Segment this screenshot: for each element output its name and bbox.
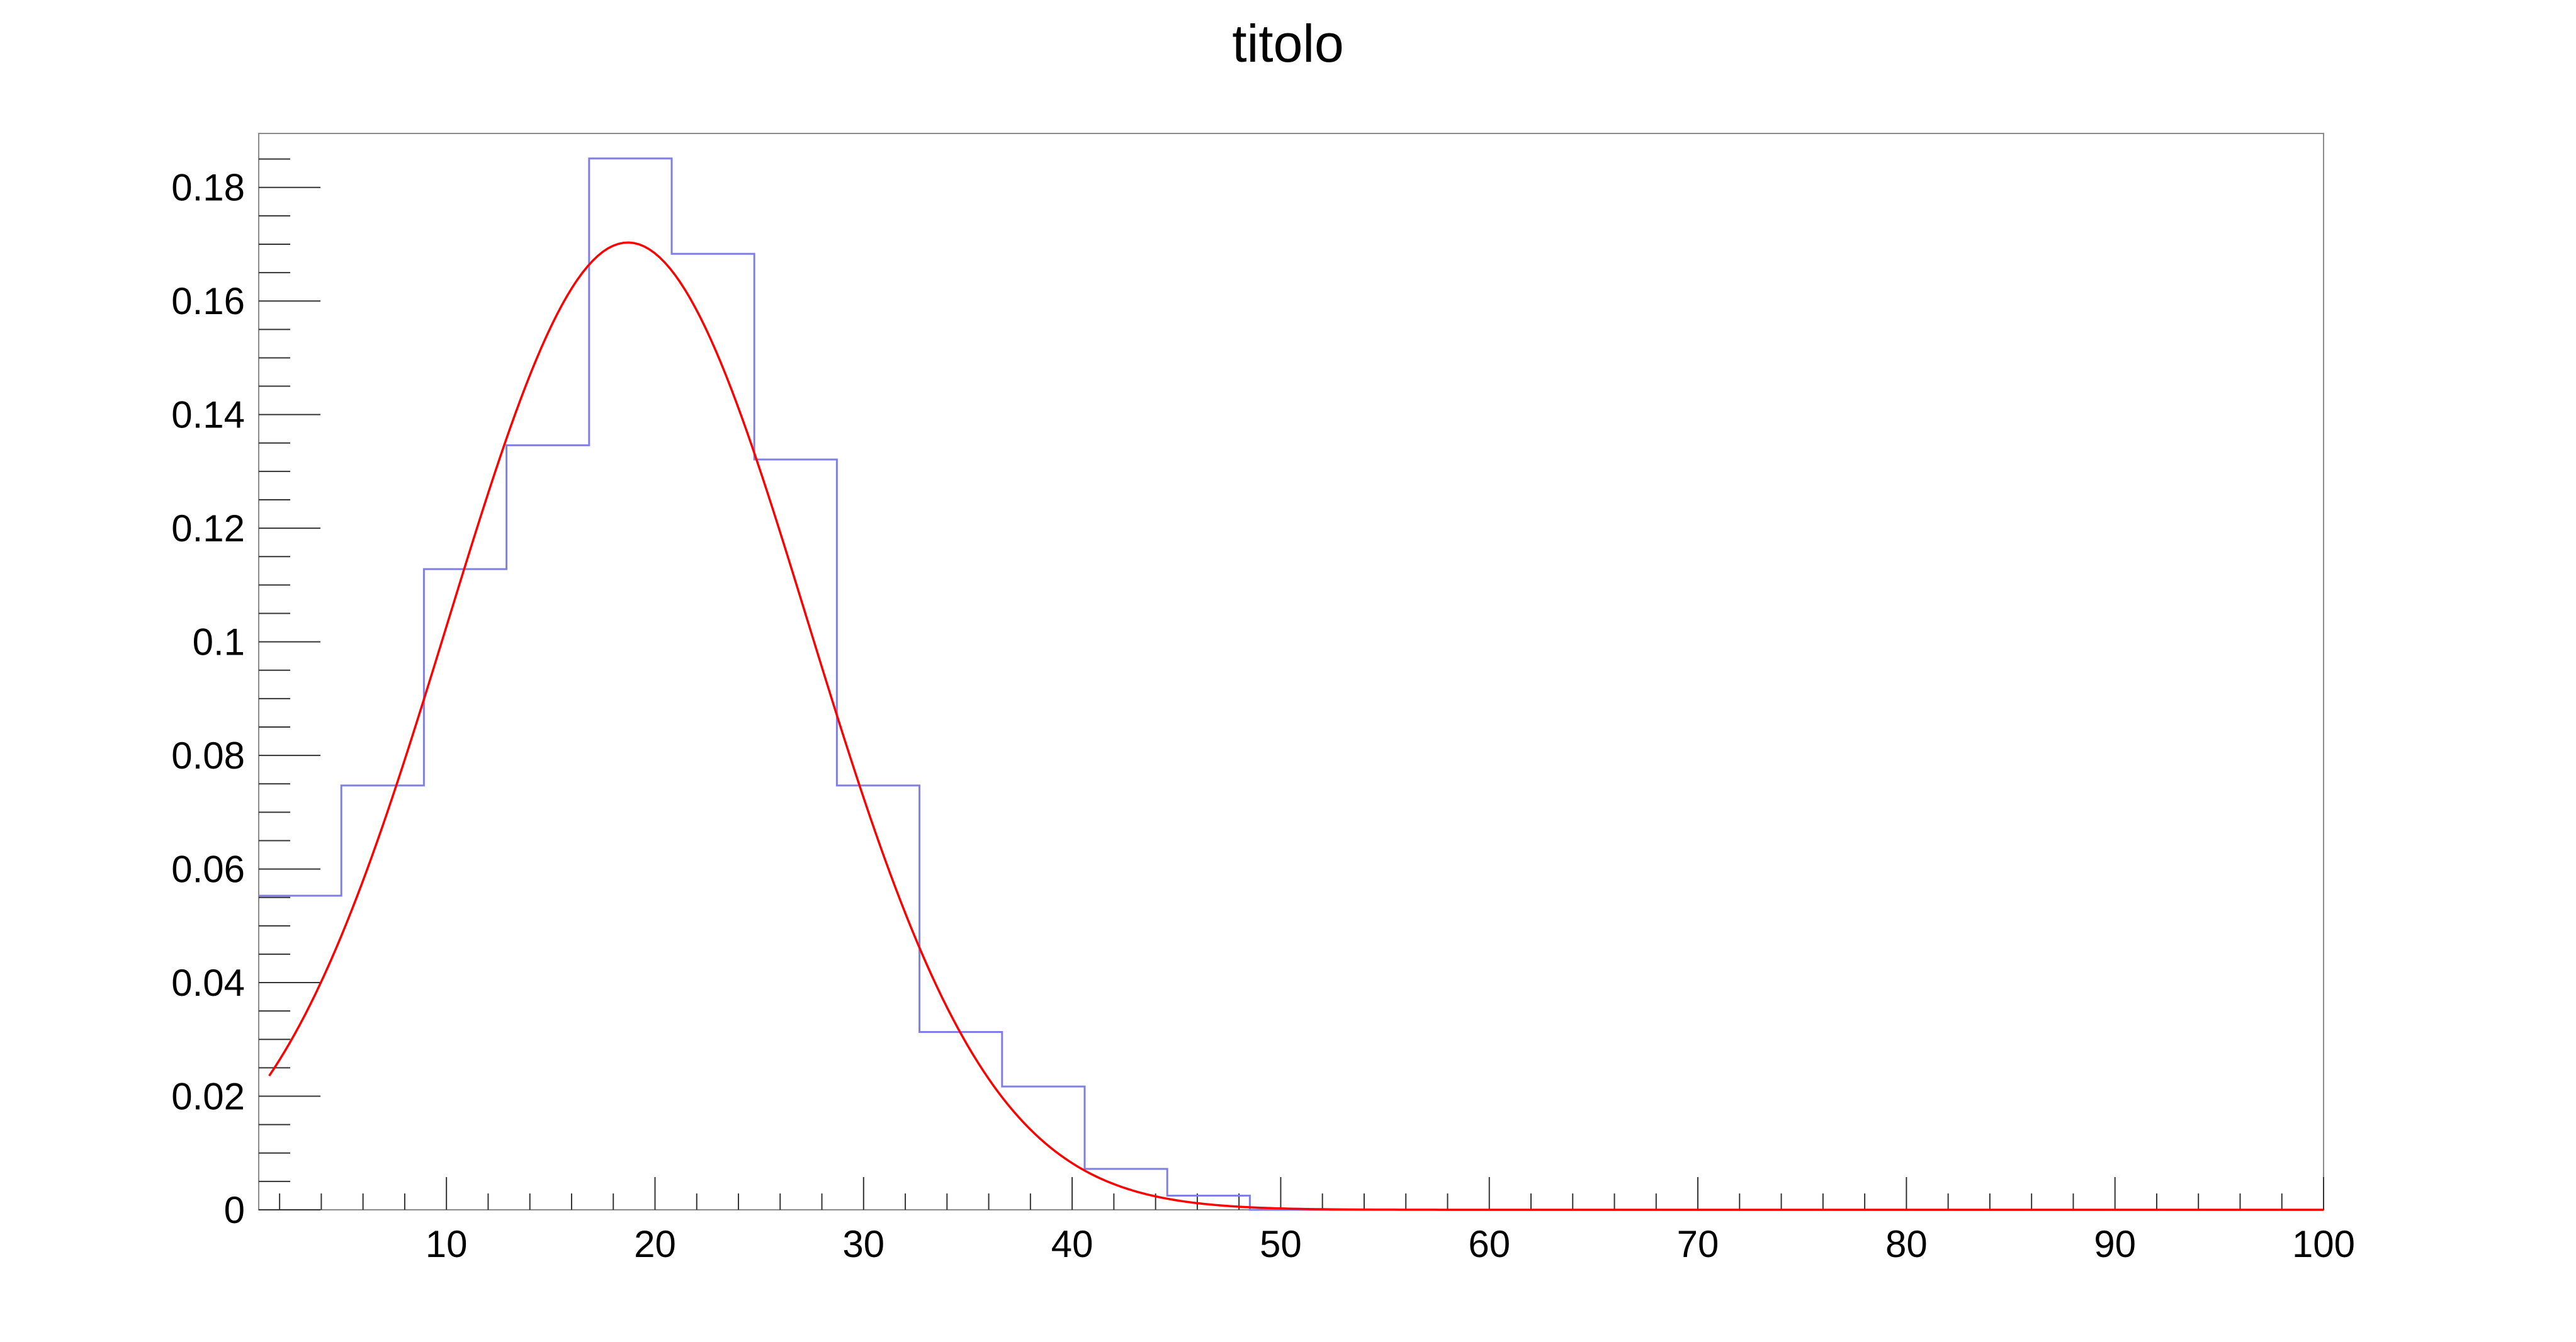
y-tick-label: 0 — [224, 1189, 245, 1231]
y-tick-label: 0.1 — [193, 621, 245, 663]
y-tick-label: 0.02 — [171, 1076, 245, 1118]
y-tick-label: 0.06 — [171, 849, 245, 891]
x-tick-label: 90 — [2094, 1223, 2136, 1265]
x-tick-label: 50 — [1260, 1223, 1302, 1265]
histogram-bin — [837, 786, 919, 1210]
y-tick-label: 0.12 — [171, 507, 245, 550]
histogram-bin — [672, 254, 754, 1210]
x-tick-label: 10 — [426, 1223, 468, 1265]
y-tick-label: 0.16 — [171, 280, 245, 322]
x-tick-label: 70 — [1677, 1223, 1719, 1265]
x-tick-label: 30 — [842, 1223, 884, 1265]
x-tick-label: 80 — [1885, 1223, 1928, 1265]
histogram-bin — [754, 460, 837, 1210]
histogram-bin — [507, 445, 589, 1210]
chart-title: titolo — [1232, 14, 1343, 73]
y-tick-label: 0.08 — [171, 735, 245, 777]
x-tick-label: 100 — [2292, 1223, 2355, 1265]
x-tick-label: 40 — [1051, 1223, 1093, 1265]
histogram-bin — [424, 569, 506, 1210]
y-axis: 0 0.02 0.04 0.06 0.08 0.1 0.12 0.14 0.16 0.18 — [171, 158, 320, 1231]
y-tick-label: 0.04 — [171, 962, 245, 1004]
histogram-outline — [259, 157, 2324, 1211]
histogram-bin — [259, 896, 341, 1210]
fit-curve — [268, 241, 2324, 1211]
histogram-bin — [920, 1032, 1002, 1210]
histogram-bin — [341, 786, 424, 1210]
x-tick-label: 20 — [634, 1223, 676, 1265]
x-axis: 10 20 30 40 50 60 70 80 90 100 — [279, 1177, 2355, 1265]
y-tick-label: 0.18 — [171, 167, 245, 209]
y-tick-label: 0.14 — [171, 394, 245, 436]
x-tick-label: 60 — [1468, 1223, 1510, 1265]
histogram-bin — [589, 159, 672, 1210]
